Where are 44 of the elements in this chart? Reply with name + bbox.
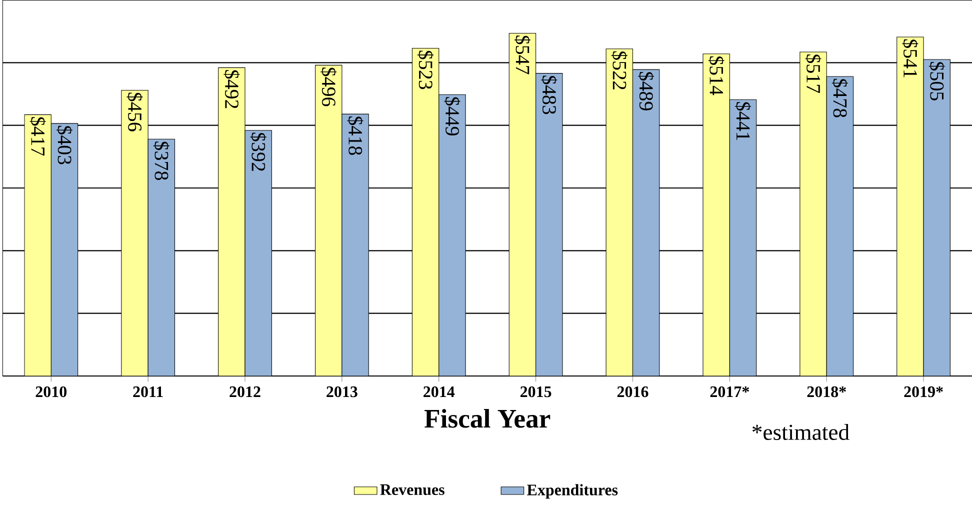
bar — [536, 73, 562, 376]
legend-label: Revenues — [380, 484, 444, 496]
data-label: $403 — [56, 126, 72, 164]
bar — [923, 59, 950, 376]
data-label: $449 — [444, 97, 460, 136]
bar — [342, 114, 369, 376]
data-label: $417 — [30, 117, 46, 156]
data-label: $505 — [928, 62, 945, 100]
data-label: $483 — [541, 76, 558, 114]
data-label: $478 — [832, 78, 848, 118]
x-tick-label: 2010 — [36, 386, 67, 398]
data-label: $441 — [735, 102, 751, 140]
bar — [730, 100, 756, 376]
bar — [438, 94, 466, 376]
x-tick-label: 2011 — [133, 386, 163, 398]
x-tick-label: 2014 — [424, 386, 455, 398]
data-label: $489 — [638, 72, 654, 110]
bar — [632, 70, 660, 376]
data-label: $456 — [126, 92, 143, 132]
legend-label: Expenditures — [527, 484, 618, 499]
x-tick-label: 2018* — [807, 386, 846, 398]
data-label: $541 — [902, 39, 918, 78]
data-label: $523 — [418, 50, 434, 90]
data-label: $418 — [347, 116, 364, 155]
data-label: $492 — [224, 70, 240, 108]
data-label: $514 — [708, 56, 724, 96]
data-label: $392 — [250, 132, 266, 171]
bar — [245, 130, 272, 376]
data-label: $517 — [805, 54, 822, 94]
x-axis-title: Fiscal Year — [424, 409, 550, 428]
bar — [826, 76, 854, 376]
data-label: $547 — [514, 36, 530, 74]
bar — [148, 139, 175, 376]
text: *estimated — [752, 424, 850, 440]
x-tick-label: 2019* — [904, 386, 943, 398]
x-tick-label: 2012 — [230, 386, 260, 398]
data-label: $496 — [320, 68, 337, 106]
x-tick-label: 2013 — [326, 386, 358, 398]
data-label: $522 — [611, 51, 628, 90]
x-tick-label: 2016 — [617, 386, 648, 398]
data-label: $378 — [153, 142, 170, 180]
bar — [51, 123, 78, 376]
x-tick-label: 2015 — [520, 386, 552, 398]
x-tick-label: 2017* — [710, 386, 750, 398]
